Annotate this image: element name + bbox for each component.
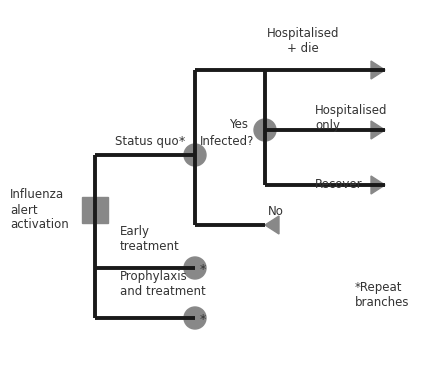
Circle shape — [254, 119, 276, 141]
Circle shape — [184, 257, 206, 279]
Polygon shape — [265, 216, 279, 234]
Text: *: * — [200, 263, 206, 277]
Polygon shape — [371, 121, 385, 139]
Text: Early
treatment: Early treatment — [120, 225, 180, 253]
Text: *: * — [200, 314, 206, 326]
Text: Prophylaxis
and treatment: Prophylaxis and treatment — [120, 270, 206, 298]
Circle shape — [184, 307, 206, 329]
Text: *: * — [179, 135, 185, 148]
Text: Status quo: Status quo — [115, 135, 179, 148]
Polygon shape — [371, 176, 385, 194]
Circle shape — [184, 144, 206, 166]
Text: Yes: Yes — [229, 118, 248, 132]
Text: Recover: Recover — [315, 178, 363, 192]
Text: Hospitalised
only: Hospitalised only — [315, 104, 388, 132]
Text: No: No — [268, 205, 284, 218]
Text: Infected?: Infected? — [200, 135, 254, 148]
Text: Influenza
alert
activation: Influenza alert activation — [10, 189, 69, 232]
Bar — [82, 197, 108, 223]
Polygon shape — [371, 61, 385, 79]
Text: *Repeat
branches: *Repeat branches — [355, 281, 410, 309]
Text: Hospitalised
+ die: Hospitalised + die — [267, 27, 339, 55]
